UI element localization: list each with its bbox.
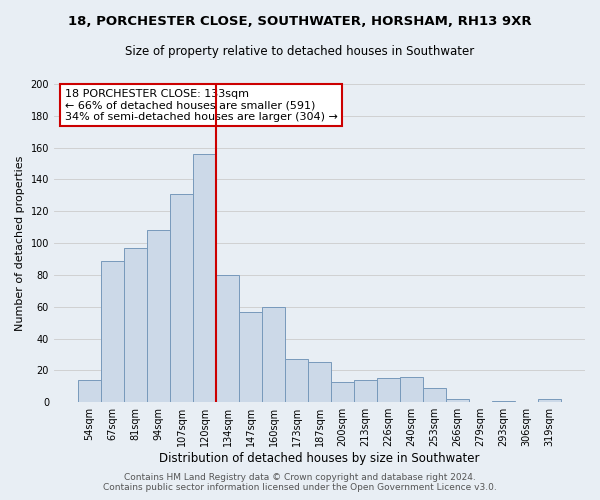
Bar (124, 248, 147, 402)
Bar (354, 380, 377, 402)
Bar (170, 194, 193, 402)
Text: Contains HM Land Registry data © Crown copyright and database right 2024.
Contai: Contains HM Land Registry data © Crown c… (103, 473, 497, 492)
Bar (331, 382, 354, 402)
Bar (285, 360, 308, 402)
Bar (492, 400, 515, 402)
Bar (147, 230, 170, 402)
Text: 18 PORCHESTER CLOSE: 133sqm
← 66% of detached houses are smaller (591)
34% of se: 18 PORCHESTER CLOSE: 133sqm ← 66% of det… (65, 89, 337, 122)
Bar (377, 378, 400, 402)
Bar (538, 399, 561, 402)
Bar (262, 306, 285, 402)
Bar (193, 154, 216, 402)
Text: Size of property relative to detached houses in Southwater: Size of property relative to detached ho… (125, 45, 475, 58)
Bar (400, 377, 423, 402)
Bar (308, 362, 331, 402)
X-axis label: Distribution of detached houses by size in Southwater: Distribution of detached houses by size … (159, 452, 480, 465)
Bar (239, 312, 262, 402)
Bar (78, 380, 101, 402)
Bar (423, 388, 446, 402)
Text: 18, PORCHESTER CLOSE, SOUTHWATER, HORSHAM, RH13 9XR: 18, PORCHESTER CLOSE, SOUTHWATER, HORSHA… (68, 15, 532, 28)
Bar (101, 260, 124, 402)
Y-axis label: Number of detached properties: Number of detached properties (15, 156, 25, 331)
Bar (446, 399, 469, 402)
Bar (216, 275, 239, 402)
